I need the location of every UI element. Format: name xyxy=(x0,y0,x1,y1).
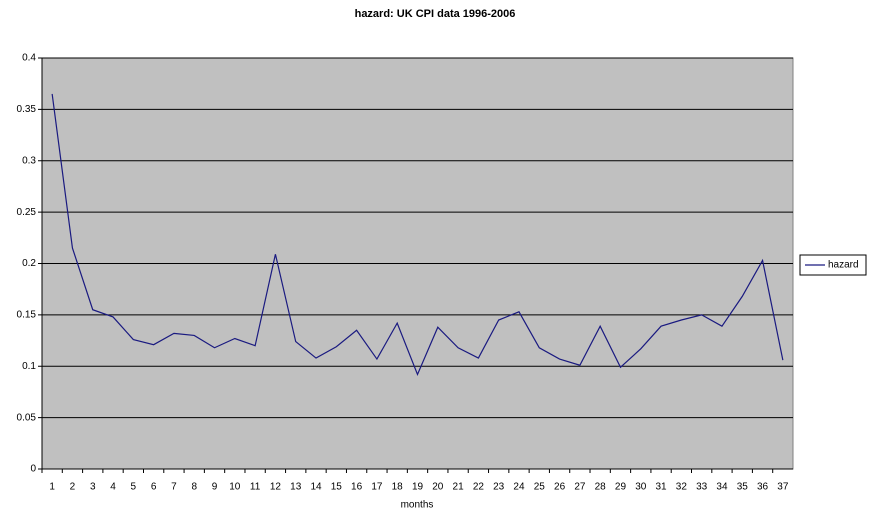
x-tick-label: 28 xyxy=(595,482,607,493)
x-tick-label: 29 xyxy=(615,482,627,493)
x-tick-label: 23 xyxy=(493,482,505,493)
x-tick-label: 9 xyxy=(212,482,218,493)
x-tick-label: 11 xyxy=(250,482,261,493)
x-tick-label: 7 xyxy=(171,482,177,493)
x-tick-label: 2 xyxy=(70,482,76,493)
x-tick-label: 17 xyxy=(371,482,383,493)
x-tick-label: 4 xyxy=(110,482,116,493)
x-tick-label: 27 xyxy=(574,482,586,493)
y-tick-label: 0.4 xyxy=(22,53,36,64)
x-tick-label: 5 xyxy=(131,482,137,493)
x-tick-label: 13 xyxy=(290,482,302,493)
x-tick-label: 3 xyxy=(90,482,96,493)
x-tick-label: 33 xyxy=(696,482,708,493)
data-line xyxy=(51,93,784,377)
x-tick-label: 36 xyxy=(757,482,769,493)
x-tick-label: 22 xyxy=(473,482,485,493)
x-tick-label: 24 xyxy=(513,482,525,493)
x-tick-label: 6 xyxy=(151,482,157,493)
x-tick-label: 15 xyxy=(331,482,343,493)
x-axis-label: months xyxy=(401,500,434,511)
x-tick-label: 16 xyxy=(351,482,363,493)
x-tick-label: 12 xyxy=(270,482,282,493)
x-tick-label: 35 xyxy=(737,482,749,493)
x-tick-label: 18 xyxy=(392,482,404,493)
x-tick-label: 32 xyxy=(676,482,688,493)
y-tick-label: 0.35 xyxy=(17,104,37,115)
x-tick-label: 10 xyxy=(229,482,241,493)
x-tick-label: 25 xyxy=(534,482,546,493)
x-tick-label: 8 xyxy=(191,482,197,493)
x-tick-label: 14 xyxy=(310,482,322,493)
y-tick-label: 0.25 xyxy=(17,207,37,218)
x-tick-label: 37 xyxy=(777,482,789,493)
x-tick-label: 19 xyxy=(412,482,424,493)
y-tick-label: 0.05 xyxy=(17,412,37,423)
legend-label: hazard xyxy=(828,260,859,271)
y-tick-label: 0.2 xyxy=(22,258,36,269)
chart-title: hazard: UK CPI data 1996-2006 xyxy=(355,8,516,20)
x-tick-label: 21 xyxy=(453,482,465,493)
x-tick-label: 1 xyxy=(49,482,55,493)
x-tick-label: 34 xyxy=(716,482,728,493)
y-tick-label: 0.15 xyxy=(17,310,37,321)
x-tick-label: 20 xyxy=(432,482,444,493)
x-tick-label: 31 xyxy=(656,482,668,493)
y-tick-label: 0.1 xyxy=(22,361,36,372)
legend-box xyxy=(799,254,867,276)
x-tick-label: 30 xyxy=(635,482,647,493)
x-tick-label: 26 xyxy=(554,482,566,493)
y-tick-label: 0 xyxy=(30,464,36,475)
y-tick-label: 0.3 xyxy=(22,155,36,166)
